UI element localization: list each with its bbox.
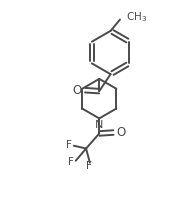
Text: O: O [73, 84, 82, 97]
Text: N: N [95, 120, 104, 130]
Text: F: F [86, 161, 92, 171]
Text: F: F [68, 157, 74, 167]
Text: CH$_3$: CH$_3$ [126, 11, 147, 24]
Text: O: O [117, 126, 126, 139]
Text: F: F [66, 140, 72, 150]
